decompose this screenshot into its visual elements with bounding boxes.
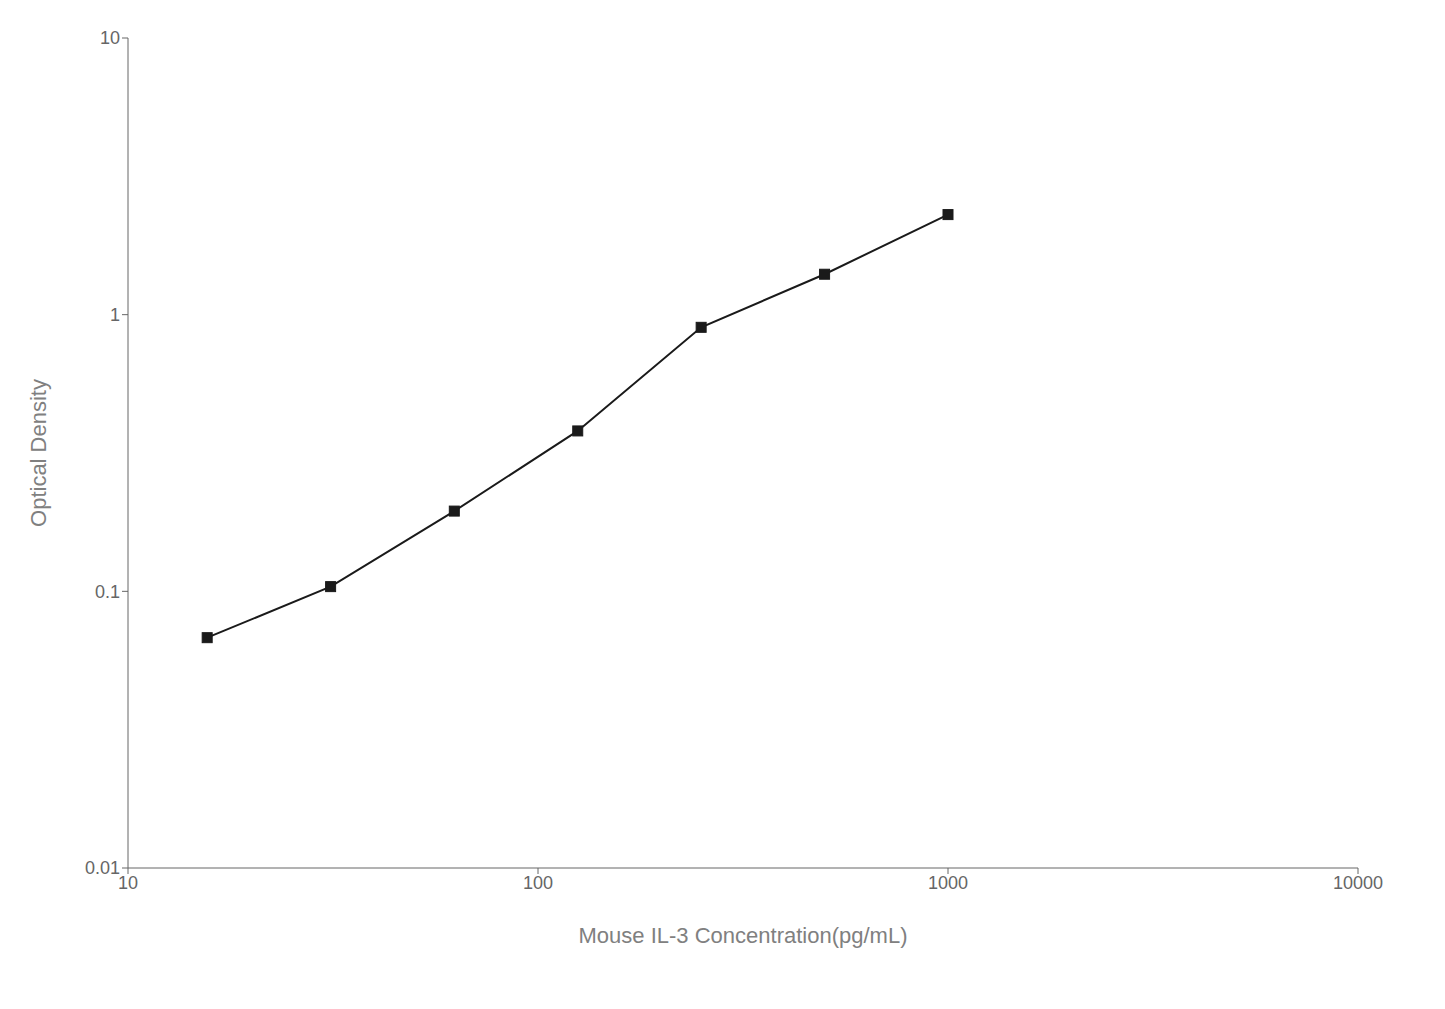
svg-text:10: 10 xyxy=(100,28,120,48)
svg-text:10000: 10000 xyxy=(1333,873,1383,893)
svg-text:0.1: 0.1 xyxy=(95,582,120,602)
svg-text:Mouse IL-3 Concentration(pg/mL: Mouse IL-3 Concentration(pg/mL) xyxy=(579,923,908,948)
svg-text:1: 1 xyxy=(110,305,120,325)
svg-text:100: 100 xyxy=(523,873,553,893)
svg-text:Optical Density: Optical Density xyxy=(26,379,51,527)
svg-text:10: 10 xyxy=(118,873,138,893)
svg-text:1000: 1000 xyxy=(928,873,968,893)
svg-text:0.01: 0.01 xyxy=(85,858,120,878)
